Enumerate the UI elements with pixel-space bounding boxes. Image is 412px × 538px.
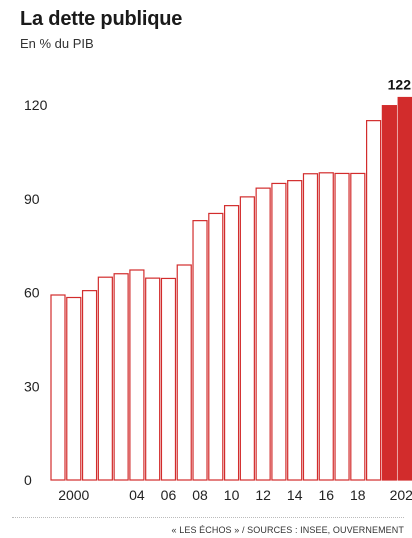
bar-2006 [160, 277, 177, 481]
bar-2019 [366, 120, 382, 481]
x-tick-label: 18 [350, 487, 366, 503]
x-tick-label: 12 [255, 487, 271, 503]
footer-divider [12, 517, 404, 518]
data-label: 122,4 [388, 77, 412, 93]
x-tick-label: 2021 [390, 487, 412, 503]
x-tick-label: 08 [192, 487, 208, 503]
x-tick-label: 04 [129, 487, 145, 503]
x-tick-label: 14 [287, 487, 303, 503]
bar-2002 [97, 276, 113, 481]
bar-2000 [66, 296, 82, 481]
bar-2004 [129, 269, 145, 481]
bar-2011 [239, 196, 255, 481]
y-tick-label: 30 [24, 378, 40, 394]
y-tick-label: 0 [24, 472, 32, 488]
chart-title: La dette publique [20, 8, 183, 30]
bar-2020 [381, 105, 397, 481]
bar-2007 [176, 264, 192, 481]
x-tick-label: 06 [161, 487, 177, 503]
x-tick-label: 2000 [58, 487, 89, 503]
y-tick-label: 60 [24, 285, 40, 301]
bar-2018 [350, 172, 366, 481]
bar-2013 [271, 182, 287, 481]
bar-2021 [397, 96, 412, 481]
chart-subtitle: En % du PIB [20, 36, 94, 51]
bar-2010 [223, 205, 240, 481]
y-tick-label: 90 [24, 191, 40, 207]
bar-2003 [113, 273, 129, 481]
bar-2014 [287, 180, 303, 481]
bar-2001 [81, 290, 98, 481]
bar-2015 [302, 173, 319, 481]
bar-2016 [318, 172, 334, 481]
bar-2005 [145, 277, 161, 481]
source-credit: « LES ÉCHOS » / SOURCES : INSEE, OUVERNE… [171, 525, 404, 535]
bar-2009 [208, 212, 224, 481]
bar-2017 [334, 172, 350, 481]
x-tick-label: 16 [318, 487, 334, 503]
y-tick-label: 120 [24, 97, 48, 113]
x-tick-label: 10 [224, 487, 240, 503]
bar-2008 [192, 220, 208, 481]
bar-2012 [255, 187, 271, 481]
bar-1999 [50, 294, 66, 481]
